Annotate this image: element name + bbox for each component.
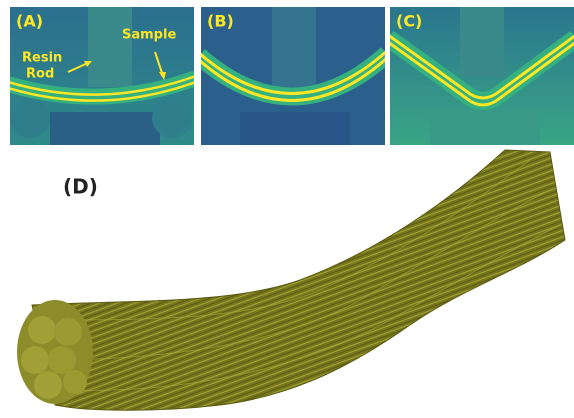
annotation: Rod: [26, 67, 54, 82]
panel-label: (A): [16, 12, 43, 31]
figure: (A) Resin Rod Sample (B) (C) (D): [0, 0, 574, 418]
annotation: Sample: [122, 28, 176, 43]
fiber-bundle: [17, 150, 565, 410]
panel-label: (C): [396, 12, 422, 31]
annotation: Resin: [22, 51, 62, 66]
panel-label: (B): [207, 12, 234, 31]
panel-label: (D): [63, 175, 98, 199]
